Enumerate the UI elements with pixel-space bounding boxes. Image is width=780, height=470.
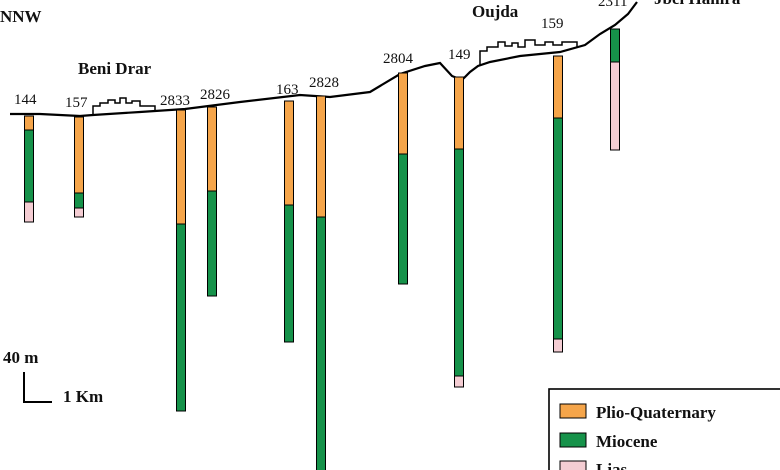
scale-horizontal-label: 1 Km — [63, 387, 103, 406]
well-2311-lias-segment — [610, 61, 620, 151]
well-159-lias-segment — [553, 338, 563, 353]
well-149-lias-segment — [454, 375, 464, 388]
scale-vertical-label: 40 m — [3, 348, 38, 367]
well-144-miocene-segment — [24, 129, 34, 203]
well-2826-miocene-segment — [207, 190, 217, 297]
town-label-beni-drar: Beni Drar — [78, 59, 152, 78]
title-jbel-hamra: Jbel Hamra — [654, 0, 741, 8]
well-2804-plio-quaternary-segment — [398, 72, 408, 155]
topographic-profile — [10, 1, 638, 118]
well-2311-miocene-segment — [610, 28, 620, 63]
town-symbol-beni-drar — [92, 97, 156, 115]
well-157-plio-quaternary-segment — [74, 116, 84, 194]
direction-label-nnw: NNW — [0, 7, 42, 26]
scale-bar — [23, 372, 52, 403]
wells-layer: 144 157 2833 2826 163 2828 2804 149 159 2311 — [14, 0, 627, 470]
well-label-2804: 2804 — [383, 51, 414, 67]
well-label-2311: 2311 — [598, 0, 627, 10]
well-163-miocene-segment — [284, 204, 294, 343]
well-label-163: 163 — [276, 82, 299, 98]
well-157-miocene-segment — [74, 192, 84, 209]
legend-label-lias: Lias — [596, 460, 628, 470]
well-144-plio-quaternary-segment — [24, 115, 34, 131]
legend-swatch-plio-quaternary — [559, 403, 587, 419]
well-label-159: 159 — [541, 16, 564, 32]
well-159-miocene-segment — [553, 117, 563, 340]
well-149-plio-quaternary-segment — [454, 76, 464, 150]
well-label-2828: 2828 — [309, 75, 339, 91]
well-144-lias-segment — [24, 201, 34, 223]
town-symbol-oujda — [479, 39, 578, 66]
well-159-plio-quaternary-segment — [553, 55, 563, 119]
well-163-plio-quaternary-segment — [284, 100, 294, 206]
well-label-157: 157 — [65, 95, 88, 111]
well-157-lias-segment — [74, 207, 84, 218]
well-2833-miocene-segment — [176, 223, 186, 412]
town-label-oujda: Oujda — [472, 2, 519, 21]
well-label-2826: 2826 — [200, 87, 231, 103]
legend: Plio-Quaternary Miocene Lias — [548, 388, 780, 470]
well-2804-miocene-segment — [398, 153, 408, 285]
well-2828-miocene-segment — [316, 216, 326, 470]
legend-swatch-miocene — [559, 432, 587, 448]
legend-label-plio-quaternary: Plio-Quaternary — [596, 403, 716, 422]
well-2826-plio-quaternary-segment — [207, 106, 217, 192]
well-2833-plio-quaternary-segment — [176, 109, 186, 225]
legend-frame — [548, 388, 780, 470]
well-label-144: 144 — [14, 92, 37, 108]
legend-label-miocene: Miocene — [596, 432, 658, 451]
well-149-miocene-segment — [454, 148, 464, 377]
legend-swatch-lias — [559, 460, 587, 470]
well-label-149: 149 — [448, 47, 471, 63]
well-label-2833: 2833 — [160, 93, 190, 109]
well-2828-plio-quaternary-segment — [316, 95, 326, 218]
